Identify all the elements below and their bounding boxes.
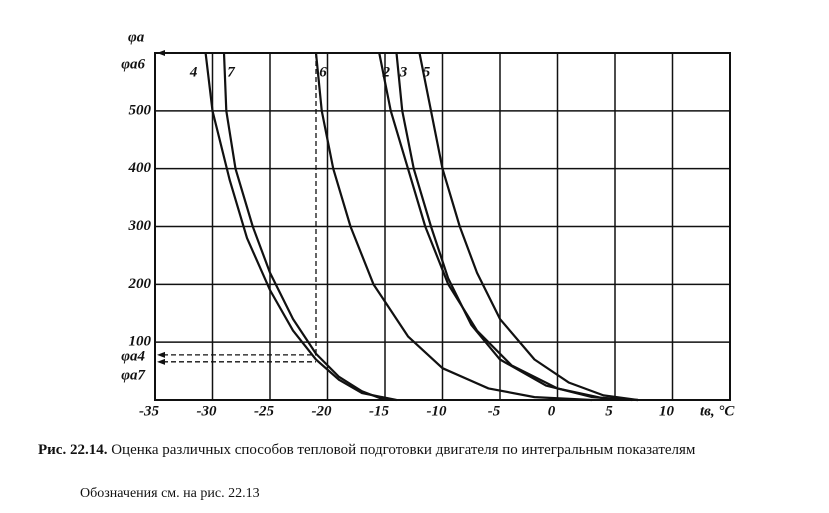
x-tick-label: 5 [605,403,613,419]
legend-label: 5 [423,64,431,80]
y-tick-label: 500 [129,102,152,118]
y-tick-label: 400 [128,160,152,176]
x-tick-label: 10 [659,403,675,419]
y-axis-title: φa [128,29,145,45]
x-tick-label: -20 [312,403,332,419]
x-tick-label: -25 [254,403,274,419]
y-tick-label: 200 [128,276,152,292]
y-tick-label: 100 [129,334,152,350]
x-tick-label: -30 [197,403,217,419]
guide-arrow [157,358,165,365]
legend-label: 4 [189,64,198,80]
guide-arrow [157,50,165,56]
curve [314,52,593,402]
guide-arrow [157,351,165,358]
x-tick-label: -5 [488,403,501,419]
legend-label: 7 [227,64,235,80]
x-tick-label: 0 [548,403,556,419]
caption-note: Обозначения см. на рис. 22.13 [80,486,260,501]
legend-label: 6 [319,64,327,80]
curve [418,52,639,402]
caption-label: Рис. 22.14. [38,442,108,458]
marker-label: φa7 [121,367,145,383]
caption: Рис. 22.14. Оценка различных способов те… [38,441,823,459]
marker-label: φa6 [121,56,145,72]
marker-label: φa4 [121,348,145,364]
caption-text: Оценка различных способов тепловой подго… [111,442,696,458]
curve [395,52,633,402]
y-tick-label: 300 [128,218,152,234]
x-tick-label: -15 [369,403,389,419]
curve [222,52,386,402]
legend-label: 2 [382,64,391,80]
x-axis-title: tв, °C [700,403,735,419]
x-tick-label: -10 [427,403,447,419]
x-tick-label: -35 [139,403,159,419]
curve [204,52,397,402]
legend-label: 3 [399,64,408,80]
